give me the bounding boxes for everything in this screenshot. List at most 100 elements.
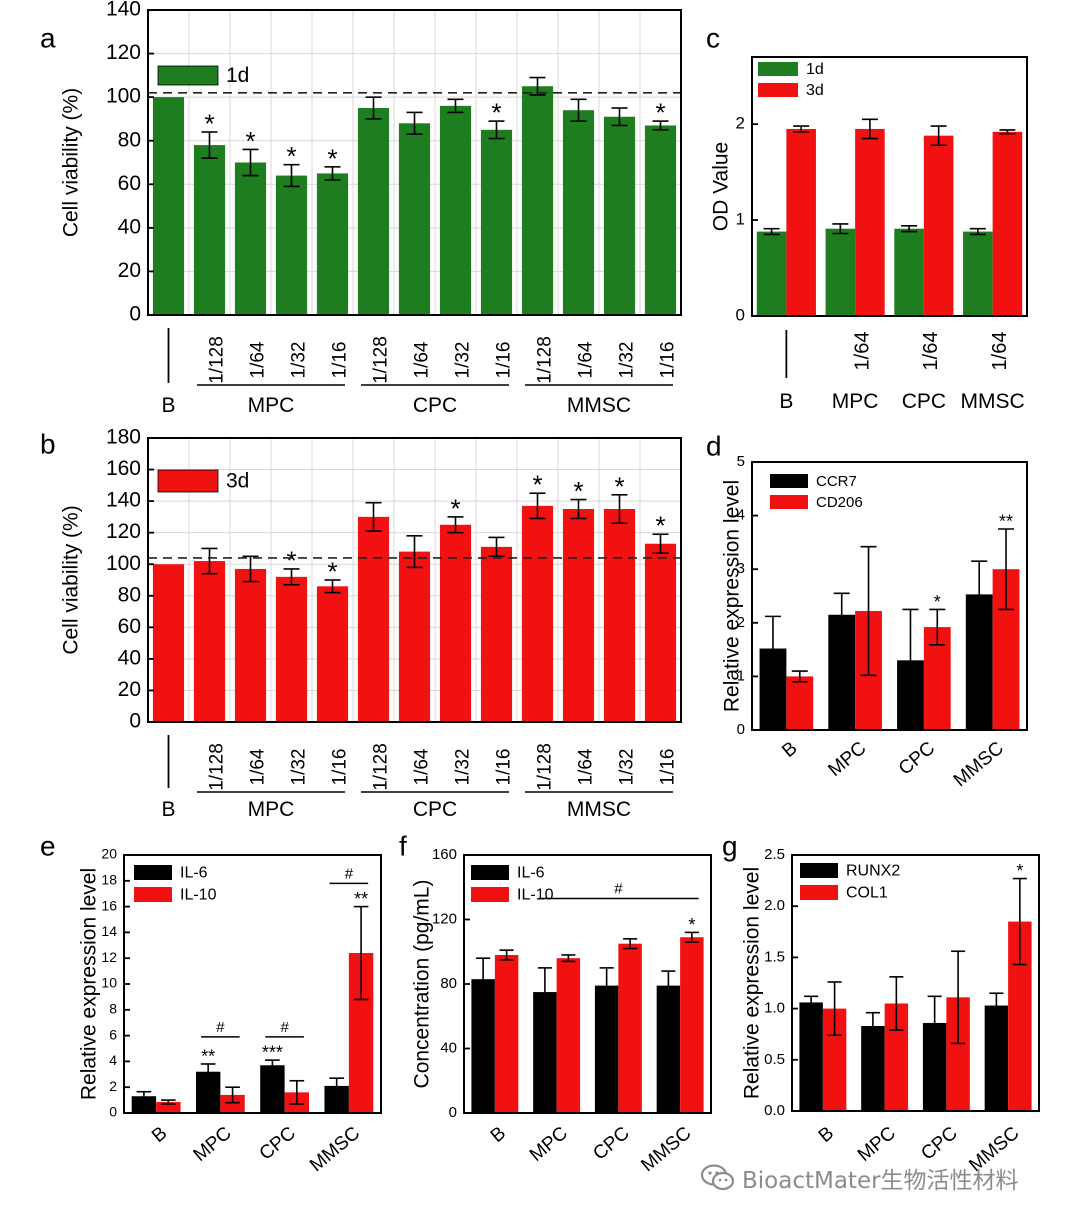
y-tick-label-d: 2 (737, 614, 745, 631)
x-tick-label-c-3: 1/64 (989, 332, 1011, 371)
legend-label-f-IL-10: IL-10 (517, 887, 554, 904)
significance-mark-e-3: ** (354, 889, 368, 909)
x-tick-label-f-3: MMSC (637, 1123, 695, 1176)
bar-c-1d-0 (756, 231, 787, 316)
group-label-b-1: MPC (248, 798, 295, 821)
error-bar-g-RUNX2-3 (989, 992, 1004, 1019)
x-tick-label-a-4: 1/16 (330, 342, 351, 379)
y-tick-label-g: 0.5 (764, 1051, 785, 1068)
error-bar-e-IL-10-2 (289, 1079, 305, 1105)
group-label-c-1: MPC (832, 390, 879, 413)
bar-b-3d-4 (316, 586, 349, 722)
bar-c-1d-1 (825, 228, 856, 316)
x-tick-label-a-6: 1/64 (412, 341, 433, 378)
group-label-c-2: CPC (902, 390, 946, 413)
error-bar-b-3d-8 (488, 536, 505, 558)
error-bar-c-3d-2 (930, 125, 947, 147)
x-tick-label-a-11: 1/32 (617, 342, 638, 379)
significance-mark-a-1: * (204, 109, 214, 139)
group-label-b-2: CPC (413, 798, 457, 821)
panel-label-e: e (40, 830, 56, 861)
x-tick-label-d-1: MPC (824, 738, 870, 781)
error-bar-c-3d-0 (793, 125, 810, 133)
y-tick-label-a: 20 (118, 259, 141, 282)
error-bar-c-1d-2 (901, 225, 918, 233)
y-tick-label-f: 0 (449, 1104, 457, 1121)
panel-label-a: a (40, 22, 56, 53)
x-tick-label-a-5: 1/128 (371, 336, 392, 384)
bar-f-IL-10-0 (494, 954, 519, 1113)
y-tick-label-c: 2 (736, 114, 745, 133)
error-bar-f-IL-6-1 (537, 967, 552, 1018)
legend-swatch-g-RUNX2 (800, 863, 838, 878)
bracket-label-f-0: # (614, 881, 623, 898)
error-bar-a-1d-8 (488, 120, 505, 140)
x-tick-label-a-12: 1/16 (658, 342, 679, 379)
y-tick-label-b: 160 (106, 457, 141, 480)
bar-g-COL1-2 (946, 997, 970, 1111)
bar-e-IL-10-0 (156, 1102, 181, 1113)
error-bar-d-CCR7-0 (764, 615, 781, 682)
y-tick-label-g: 2.5 (764, 846, 785, 863)
error-bar-a-1d-9 (529, 76, 546, 96)
x-tick-label-a-1: 1/128 (207, 336, 228, 384)
x-tick-label-e-0: B (148, 1123, 171, 1147)
error-bar-b-3d-4 (324, 579, 341, 594)
bar-b-3d-3 (275, 576, 308, 722)
y-tick-label-d: 1 (737, 667, 745, 684)
y-tick-label-e: 14 (101, 923, 117, 939)
y-tick-label-e: 0 (109, 1104, 117, 1120)
y-tick-label-a: 140 (106, 0, 141, 21)
significance-mark-a-4: * (327, 143, 337, 173)
x-tick-label-a-9: 1/128 (535, 336, 556, 384)
x-tick-label-d-3: MMSC (950, 738, 1008, 791)
bar-b-3d-10 (562, 509, 595, 722)
group-label-c-3: MMSC (961, 390, 1025, 413)
x-tick-label-e-1: MPC (190, 1123, 236, 1166)
group-label-a-1: MPC (248, 394, 295, 417)
bar-c-1d-3 (963, 231, 993, 316)
error-bar-f-IL-6-3 (661, 970, 676, 1001)
significance-mark-d-3: ** (999, 512, 1013, 532)
error-bar-g-COL1-3 (1012, 877, 1027, 966)
error-bar-d-CCR7-3 (971, 560, 988, 629)
bar-c-3d-3 (992, 131, 1023, 316)
bar-b-3d-6 (398, 551, 431, 722)
x-tick-label-b-10: 1/64 (576, 748, 597, 785)
y-tick-label-a: 40 (118, 215, 141, 238)
significance-mark-d-2: * (934, 592, 941, 612)
y-axis-label-f: Concentration (pg/mL) (411, 880, 434, 1089)
legend-label-d-CCR7: CCR7 (816, 473, 857, 490)
bar-f-IL-10-3 (680, 937, 704, 1113)
error-bar-b-3d-9 (529, 492, 546, 520)
watermark-text: BioactMater生物活性材料 (742, 1168, 1019, 1194)
panel-label-g: g (722, 830, 738, 861)
error-bar-g-COL1-2 (951, 950, 966, 1045)
x-tick-label-e-3: MMSC (306, 1123, 364, 1176)
legend-swatch-e-IL-6 (134, 865, 172, 880)
y-tick-label-a: 100 (106, 85, 141, 108)
bracket-label-e-2: # (345, 865, 354, 882)
error-bar-a-1d-11 (611, 107, 628, 127)
y-axis-label-b: Cell viability (%) (60, 505, 83, 654)
error-bar-a-1d-7 (447, 98, 464, 114)
panel-label-c: c (706, 22, 720, 53)
panel-label-f: f (399, 830, 407, 861)
x-tick-label-b-7: 1/32 (453, 749, 474, 786)
significance-mark-e-1: ** (201, 1046, 215, 1066)
y-axis-label-d: Relative expression level (721, 480, 744, 712)
group-label-b-0: B (161, 798, 175, 821)
x-tick-label-g-0: B (815, 1123, 838, 1147)
y-tick-label-e: 6 (109, 1026, 117, 1042)
error-bar-f-IL-6-0 (476, 957, 491, 1001)
bar-a-1d-5 (357, 108, 390, 316)
error-bar-g-COL1-0 (827, 981, 842, 1037)
group-label-c-0: B (779, 390, 793, 413)
y-tick-label-b: 40 (118, 646, 141, 669)
error-bar-b-3d-5 (365, 501, 382, 532)
error-bar-b-3d-1 (201, 547, 218, 575)
y-tick-label-f: 40 (440, 1039, 457, 1056)
bar-g-RUNX2-2 (922, 1022, 947, 1111)
group-label-a-2: CPC (413, 394, 457, 417)
y-tick-label-c: 1 (736, 210, 745, 229)
